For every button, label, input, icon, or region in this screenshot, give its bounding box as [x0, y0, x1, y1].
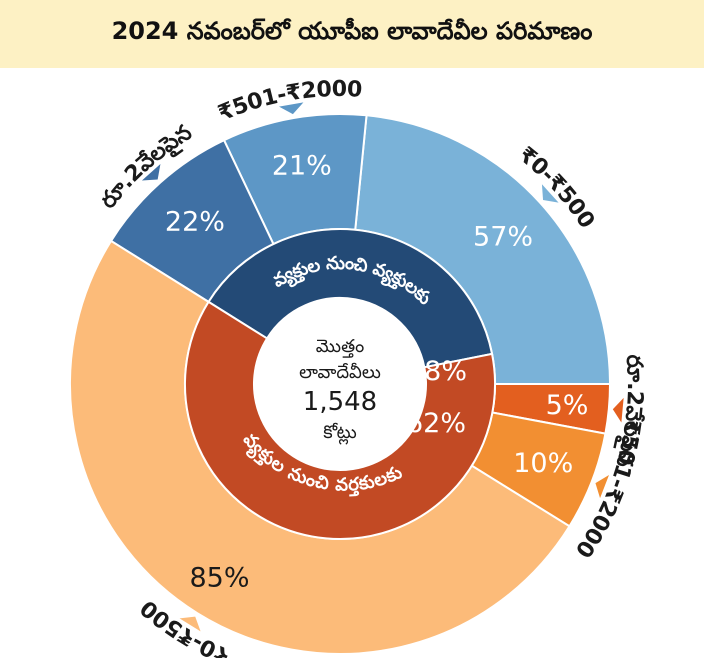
- title-bar: 2024 నవంబర్‌లో యూపీఐ లావాదేవీల పరిమాణం: [0, 0, 704, 68]
- outer-pct-label-2: 21%: [272, 150, 332, 181]
- center-total-value: 1,548: [303, 387, 377, 417]
- chart-title: 2024 నవంబర్‌లో యూపీఐ లావాదేవీల పరిమాణం: [111, 17, 593, 45]
- pointer-marker-5: [595, 475, 610, 499]
- outer-pct-label-4: 5%: [546, 390, 589, 421]
- pointer-marker-6: [179, 616, 201, 632]
- pointer-marker-3: [141, 163, 161, 181]
- center-label-line1: మొత్తం: [316, 336, 364, 358]
- center-label-line2: లావాదేవీలు: [299, 362, 381, 383]
- inner-pct-label-2: 62%: [406, 408, 466, 439]
- inner-pct-label-1: 38%: [407, 356, 467, 387]
- center-label-unit: కోట్లు: [323, 422, 356, 445]
- pointer-marker-4: [612, 397, 624, 423]
- center-hole: [254, 298, 426, 470]
- outer-pct-label-5: 10%: [513, 448, 573, 479]
- pointer-marker-2: [279, 102, 304, 115]
- outer-pct-label-3: 22%: [165, 206, 225, 237]
- outer-pct-label-6: 85%: [190, 563, 250, 594]
- outer-pct-label-1: 57%: [473, 221, 533, 252]
- pointer-marker-1: [541, 184, 559, 203]
